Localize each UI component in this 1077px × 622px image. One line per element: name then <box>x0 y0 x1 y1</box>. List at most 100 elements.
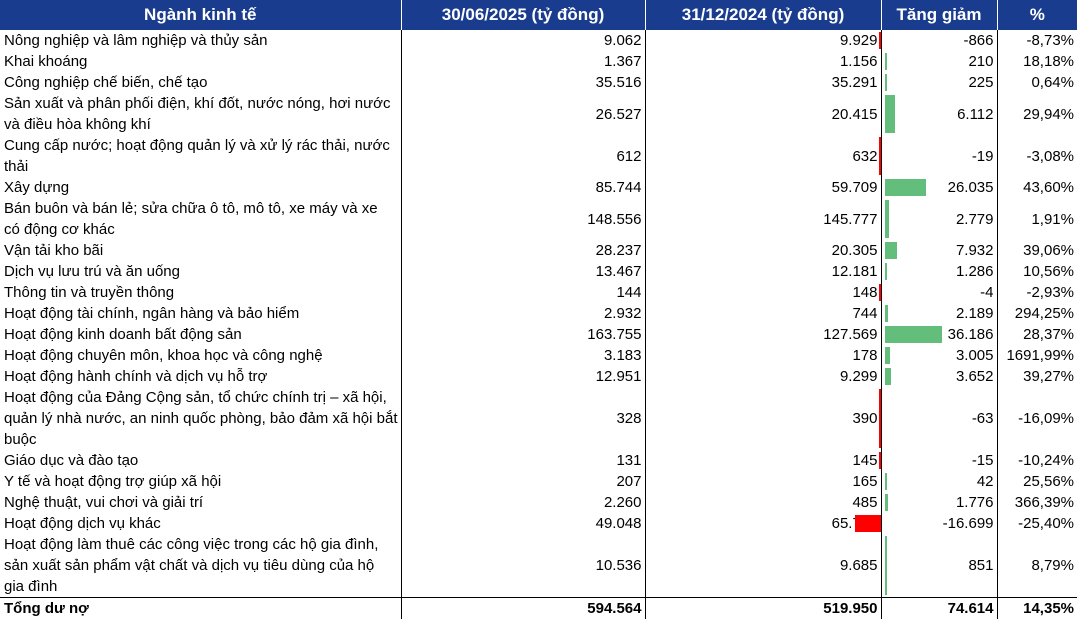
table-row: Xây dựng 85.744 59.709 26.035 43,60% <box>0 177 1077 198</box>
table-body: Nông nghiệp và lâm nghiệp và thủy sản 9.0… <box>0 30 1077 619</box>
value-dec2024: 20.415 <box>644 93 881 135</box>
value-jun2025: 131 <box>400 450 645 471</box>
value-jun2025: 26.527 <box>400 93 645 135</box>
col-header-dec2024: 31/12/2024 (tỷ đồng) <box>645 0 882 30</box>
value-dec2024: 485 <box>644 492 881 513</box>
value-jun2025: 85.744 <box>400 177 645 198</box>
change-value: 7.932 <box>955 242 994 259</box>
value-dec2024: 165 <box>644 471 881 492</box>
change-cell: 42 <box>880 471 997 492</box>
value-jun2025: 612 <box>400 135 645 177</box>
total-jun2025: 594.564 <box>400 597 645 619</box>
value-dec2024: 178 <box>644 345 881 366</box>
value-dec2024: 145.777 <box>644 198 881 240</box>
percent-change: 25,56% <box>996 471 1077 492</box>
table-row: Hoạt động của Đảng Cộng sản, tổ chức chí… <box>0 387 1077 450</box>
value-dec2024: 390 <box>644 387 881 450</box>
col-header-jun2025: 30/06/2025 (tỷ đồng) <box>401 0 646 30</box>
change-value: 3.652 <box>955 368 994 385</box>
value-dec2024: 12.181 <box>644 261 881 282</box>
col-header-pct: % <box>997 0 1077 30</box>
data-bar-negative <box>854 515 881 532</box>
table-row: Bán buôn và bán lẻ; sửa chữa ô tô, mô tô… <box>0 198 1077 240</box>
change-cell: 1.286 <box>880 261 997 282</box>
value-dec2024: 744 <box>644 303 881 324</box>
value-jun2025: 9.062 <box>400 30 645 51</box>
value-dec2024: 65.748 <box>644 513 881 534</box>
change-cell: -63 <box>878 387 997 450</box>
data-bar-positive <box>884 494 888 511</box>
data-bar-negative <box>878 389 881 448</box>
total-change: 74.614 <box>880 597 997 619</box>
change-cell: 210 <box>880 51 997 72</box>
value-dec2024: 145 <box>644 450 881 471</box>
table-row: Nông nghiệp và lâm nghiệp và thủy sản 9.0… <box>0 30 1077 51</box>
change-value: 225 <box>968 74 994 91</box>
percent-change: -25,40% <box>996 513 1077 534</box>
value-jun2025: 13.467 <box>400 261 645 282</box>
table-row: Khai khoáng 1.367 1.156 210 18,18% <box>0 51 1077 72</box>
change-value: 36.186 <box>947 326 994 343</box>
total-dec2024: 519.950 <box>644 597 881 619</box>
change-value: -866 <box>963 32 994 49</box>
sector-name: Giáo dục và đào tạo <box>4 452 139 469</box>
table-row: Hoạt động kinh doanh bất động sản 163.755… <box>0 324 1077 345</box>
sector-name: Hoạt động chuyên môn, khoa học và công n… <box>4 347 323 364</box>
value-jun2025: 12.951 <box>400 366 645 387</box>
sector-name: Hoạt động làm thuê các công việc trong c… <box>4 536 379 595</box>
change-value: 26.035 <box>947 179 994 196</box>
table-row: Dịch vụ lưu trú và ăn uống 13.467 12.181 1.… <box>0 261 1077 282</box>
data-bar-positive <box>884 179 926 196</box>
table-row: Hoạt động làm thuê các công việc trong c… <box>0 534 1077 598</box>
sector-name: Hoạt động của Đảng Cộng sản, tổ chức chí… <box>4 389 398 448</box>
change-value: -19 <box>971 147 994 165</box>
data-bar-positive <box>884 326 942 343</box>
value-jun2025: 207 <box>400 471 645 492</box>
change-cell: 3.652 <box>880 366 997 387</box>
change-value: 851 <box>968 557 994 574</box>
table-row: Sản xuất và phân phối điện, khí đốt, nướ… <box>0 93 1077 135</box>
value-jun2025: 144 <box>400 282 645 303</box>
change-value: 42 <box>976 473 994 490</box>
change-value: -16.699 <box>942 515 994 532</box>
value-dec2024: 9.929 <box>644 30 881 51</box>
value-jun2025: 10.536 <box>400 534 645 598</box>
change-cell: 7.932 <box>880 240 997 261</box>
table-row: Vận tải kho bãi 28.237 20.305 7.932 39,06% <box>0 240 1077 261</box>
data-bar-negative <box>878 452 881 469</box>
sector-name: Thông tin và truyền thông <box>4 284 175 301</box>
percent-change: 1691,99% <box>996 345 1077 366</box>
value-dec2024: 35.291 <box>644 72 881 93</box>
change-cell: 225 <box>880 72 997 93</box>
change-value: -4 <box>980 284 994 301</box>
percent-change: 8,79% <box>996 534 1077 598</box>
sector-name: Sản xuất và phân phối điện, khí đốt, nướ… <box>4 95 391 133</box>
table-row: Hoạt động dịch vụ khác 49.04865.748 -16.69… <box>0 513 1077 534</box>
value-jun2025: 28.237 <box>400 240 645 261</box>
percent-change: -16,09% <box>996 387 1077 450</box>
table-row: Hoạt động hành chính và dịch vụ hỗ trợ 12… <box>0 366 1077 387</box>
sector-name: Dịch vụ lưu trú và ăn uống <box>4 263 180 280</box>
percent-change: 294,25% <box>996 303 1077 324</box>
value-dec2024: 127.569 <box>644 324 881 345</box>
sector-name: Hoạt động kinh doanh bất động sản <box>4 326 242 343</box>
change-value: -63 <box>971 410 994 427</box>
table-row: Hoạt động tài chính, ngân hàng và bảo hi… <box>0 303 1077 324</box>
data-bar-positive <box>884 536 887 595</box>
sector-name: Hoạt động tài chính, ngân hàng và bảo hi… <box>4 305 300 322</box>
data-bar-positive <box>884 473 887 490</box>
percent-change: 0,64% <box>996 72 1077 93</box>
table-row: Công nghiệp chế biến, chế tạo 35.516 35.29… <box>0 72 1077 93</box>
value-jun2025: 2.932 <box>400 303 645 324</box>
sector-name: Nghệ thuật, vui chơi và giải trí <box>4 494 204 511</box>
change-cell: 2.189 <box>880 303 997 324</box>
sector-name: Y tế và hoạt động trợ giúp xã hội <box>4 473 222 490</box>
change-value: 210 <box>968 53 994 70</box>
percent-change: -2,93% <box>996 282 1077 303</box>
table-row: Cung cấp nước; hoạt động quản lý và xử l… <box>0 135 1077 177</box>
percent-change: 43,60% <box>996 177 1077 198</box>
change-value: 1.286 <box>955 263 994 280</box>
table-row: Thông tin và truyền thông 144 148 -4 -2,93% <box>0 282 1077 303</box>
value-dec2024: 59.709 <box>644 177 881 198</box>
